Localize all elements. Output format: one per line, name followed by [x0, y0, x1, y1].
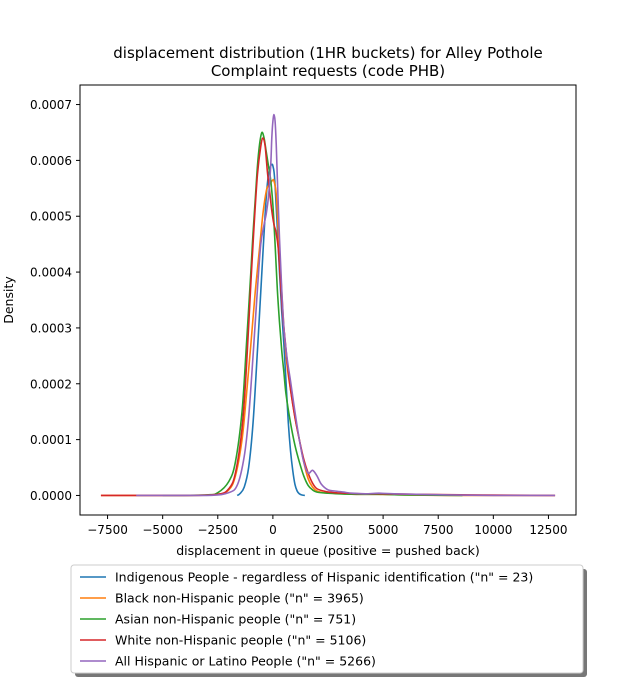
y-tick-label: 0.0001: [30, 433, 72, 447]
y-tick-label: 0.0005: [30, 210, 72, 224]
y-tick-label: 0.0003: [30, 321, 72, 335]
x-axis-label: displacement in queue (positive = pushed…: [176, 543, 480, 558]
x-tick-label: 12500: [529, 523, 567, 537]
y-axis-label: Density: [1, 276, 16, 324]
y-tick-label: 0.0007: [30, 98, 72, 112]
series-line-2: [162, 131, 463, 497]
x-tick-label: 0: [269, 523, 277, 537]
series-line-4: [136, 113, 556, 497]
y-tick-label: 0.0004: [30, 266, 72, 280]
x-tick-label: −2500: [197, 523, 238, 537]
x-tick-label: 2500: [313, 523, 344, 537]
y-tick-label: 0.0002: [30, 377, 72, 391]
series-layer: [100, 113, 556, 497]
legend-entry: All Hispanic or Latino People ("n" = 526…: [115, 654, 376, 669]
chart-title-line1: displacement distribution (1HR buckets) …: [113, 44, 542, 62]
legend-box: [70, 564, 584, 674]
x-axis: −7500 −5000 −2500 0 2500 5000 7500 10000 12500: [87, 515, 568, 537]
legend-entry: Indigenous People - regardless of Hispan…: [115, 570, 533, 585]
y-tick-label: 0.0006: [30, 154, 72, 168]
plot-frame: [79, 84, 577, 516]
chart-title-line2: Complaint requests (code PHB): [211, 62, 445, 80]
x-tick-label: −5000: [142, 523, 183, 537]
x-tick-label: 5000: [368, 523, 399, 537]
series-line-1: [100, 178, 556, 497]
series-line-3: [100, 137, 556, 497]
y-axis: 0.0000 0.0001 0.0002 0.0003 0.0004 0.0005 0.00…: [30, 98, 80, 503]
x-tick-label: −7500: [87, 523, 128, 537]
y-tick-label: 0.0000: [30, 489, 72, 503]
series-line-0: [236, 163, 305, 497]
legend: Indigenous People - regardless of Hispan…: [70, 564, 587, 677]
legend-entry: Asian non-Hispanic people ("n" = 751): [115, 612, 356, 627]
legend-entry: Black non-Hispanic people ("n" = 3965): [115, 591, 364, 606]
x-tick-label: 7500: [423, 523, 454, 537]
x-tick-label: 10000: [474, 523, 512, 537]
legend-entry: White non-Hispanic people ("n" = 5106): [115, 633, 366, 648]
